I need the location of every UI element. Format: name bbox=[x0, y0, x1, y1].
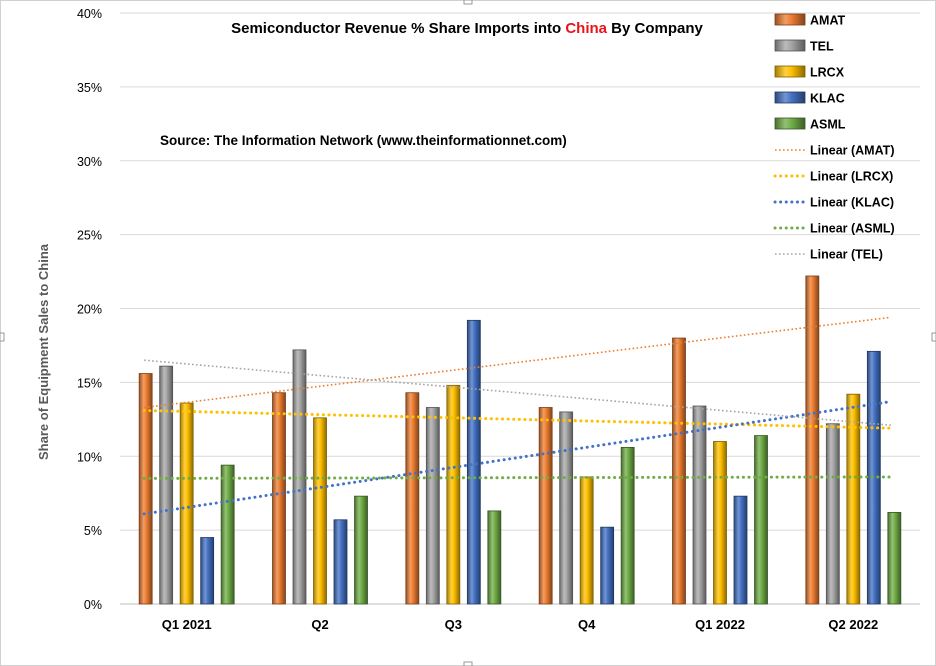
trendline-1 bbox=[142, 408, 893, 430]
y-tick-label: 5% bbox=[84, 524, 102, 538]
bar-lrcx-3 bbox=[579, 476, 594, 605]
trendlines bbox=[142, 316, 893, 516]
x-tick-label: Q2 2022 bbox=[828, 617, 878, 632]
bar-asml-0 bbox=[220, 464, 235, 605]
bar-asml-1 bbox=[354, 495, 368, 605]
bar-amat-0 bbox=[138, 373, 153, 605]
x-tick-label: Q1 2021 bbox=[162, 617, 212, 632]
trendline-3 bbox=[142, 475, 893, 480]
bar-asml-5 bbox=[887, 511, 902, 605]
bar-lrcx-0 bbox=[179, 402, 194, 605]
bar-klac-4 bbox=[733, 495, 748, 605]
y-tick-label: 15% bbox=[77, 376, 102, 390]
legend-swatch-asml bbox=[774, 117, 806, 130]
bar-tel-0 bbox=[159, 365, 174, 605]
bar-lrcx-4 bbox=[713, 441, 727, 605]
bar-amat-3 bbox=[538, 407, 553, 605]
chart-title: Semiconductor Revenue % Share Imports in… bbox=[231, 20, 703, 37]
legend-label: KLAC bbox=[810, 92, 845, 106]
x-tick-label: Q2 bbox=[311, 617, 328, 632]
bar-klac-1 bbox=[333, 519, 348, 605]
bar-amat-2 bbox=[405, 392, 420, 605]
legend-swatch-tel bbox=[774, 39, 806, 52]
bar-tel-3 bbox=[559, 411, 574, 605]
x-tick-label: Q1 2022 bbox=[695, 617, 745, 632]
chart-title-part-2: By Company bbox=[607, 20, 704, 37]
x-tick-label: Q3 bbox=[445, 617, 462, 632]
bar-asml-4 bbox=[754, 435, 768, 605]
bar-amat-5 bbox=[805, 275, 820, 605]
trendline-0 bbox=[144, 316, 891, 409]
chart-title-part-0: Semiconductor Revenue % Share Imports in… bbox=[231, 20, 565, 37]
legend: AMAT TEL LRCX KLAC ASML Linear (AMAT) Linear (… bbox=[773, 13, 895, 262]
bar-lrcx-1 bbox=[313, 417, 327, 605]
bar-tel-5 bbox=[825, 423, 840, 605]
legend-label: Linear (AMAT) bbox=[810, 144, 895, 158]
legend-swatch-amat bbox=[774, 13, 806, 26]
y-tick-label: 10% bbox=[77, 450, 102, 464]
bar-lrcx-2 bbox=[446, 384, 461, 605]
gridlines bbox=[120, 12, 920, 605]
chart-source: Source: The Information Network (www.the… bbox=[160, 133, 567, 148]
legend-label: Linear (LRCX) bbox=[810, 170, 893, 184]
bar-tel-4 bbox=[692, 405, 707, 605]
legend-swatch-klac bbox=[774, 91, 806, 104]
y-tick-label: 30% bbox=[77, 155, 102, 169]
x-tick-label: Q4 bbox=[578, 617, 596, 632]
legend-swatch-lrcx bbox=[774, 65, 806, 78]
bar-lrcx-5 bbox=[846, 393, 861, 605]
legend-label: LRCX bbox=[810, 66, 845, 80]
legend-label: TEL bbox=[810, 40, 834, 54]
bar-asml-3 bbox=[620, 446, 635, 605]
legend-label: ASML bbox=[810, 118, 846, 132]
bar-klac-2 bbox=[466, 319, 481, 605]
bar-amat-4 bbox=[672, 337, 686, 605]
trendline-4 bbox=[144, 359, 891, 427]
y-tick-label: 35% bbox=[77, 81, 102, 95]
y-axis-title: Share of Equipment Sales to China bbox=[36, 243, 51, 460]
bar-asml-2 bbox=[487, 510, 502, 605]
x-axis: Q1 2021 Q2 Q3 Q4 Q1 2022 Q2 2022 bbox=[162, 617, 879, 632]
y-tick-label: 40% bbox=[77, 7, 102, 21]
legend-label: Linear (ASML) bbox=[810, 222, 895, 236]
legend-label: Linear (TEL) bbox=[810, 248, 883, 262]
legend-label: AMAT bbox=[810, 14, 846, 28]
bar-tel-2 bbox=[425, 407, 440, 605]
bar-amat-1 bbox=[272, 392, 286, 605]
y-tick-label: 0% bbox=[84, 598, 102, 612]
bars bbox=[138, 275, 902, 605]
bar-klac-0 bbox=[200, 537, 215, 605]
y-axis: 0% 5% 10% 15% 20% 25% 30% 35% 40% bbox=[77, 7, 102, 612]
y-tick-label: 25% bbox=[77, 229, 102, 243]
y-tick-label: 20% bbox=[77, 303, 102, 317]
legend-label: Linear (KLAC) bbox=[810, 196, 894, 210]
chart-title-part-1: China bbox=[565, 20, 607, 37]
bar-klac-3 bbox=[600, 526, 615, 605]
